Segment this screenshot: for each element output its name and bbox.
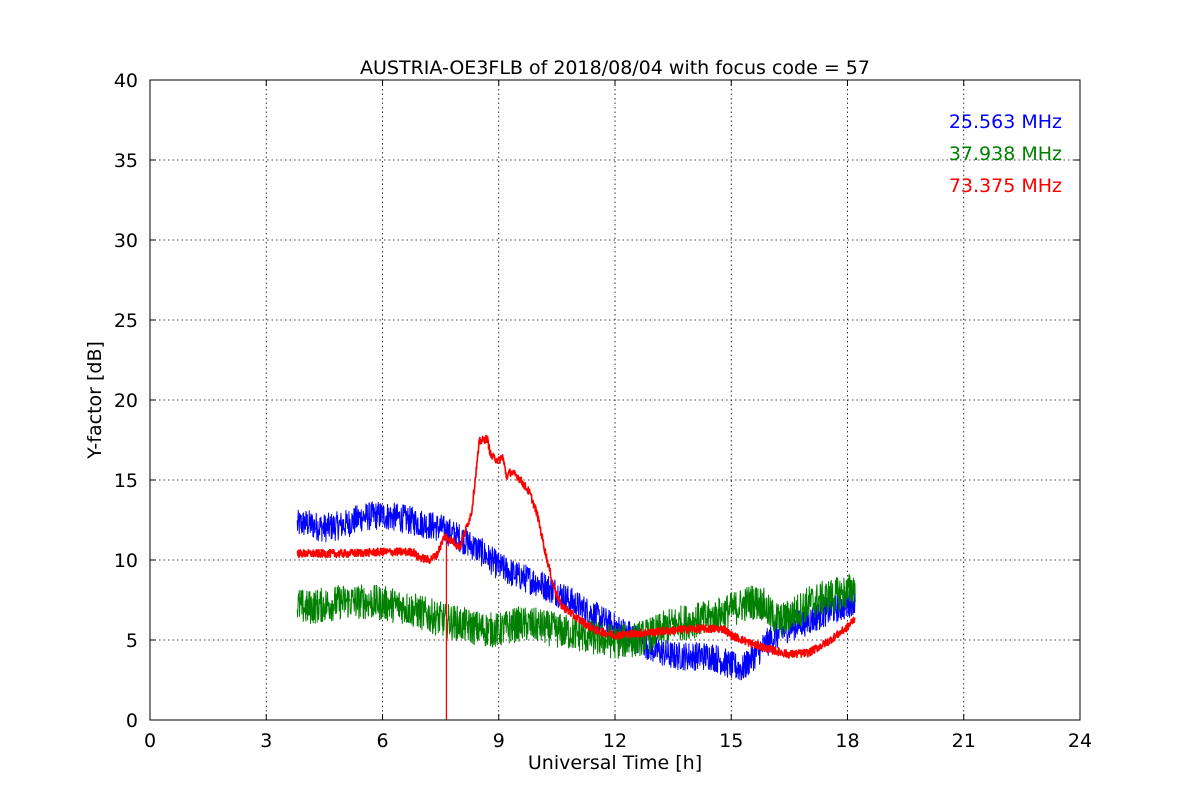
chart-title: AUSTRIA-OE3FLB of 2018/08/04 with focus … (360, 57, 870, 79)
y-tick-label: 10 (114, 550, 138, 572)
y-tick-label: 5 (126, 630, 138, 652)
x-tick-label: 6 (376, 730, 388, 752)
series-line-2 (296, 574, 856, 659)
legend-entry-2: 37.938 MHz (949, 143, 1062, 165)
x-tick-label: 0 (144, 730, 156, 752)
y-tick-label: 0 (126, 710, 138, 732)
x-tick-label: 12 (603, 730, 627, 752)
y-axis-label: Y-factor [dB] (84, 341, 106, 460)
x-tick-label: 3 (260, 730, 272, 752)
y-tick-label: 15 (114, 470, 138, 492)
x-tick-label: 15 (719, 730, 743, 752)
plot-area (296, 434, 856, 720)
y-tick-label: 30 (114, 230, 138, 252)
y-tick-label: 20 (114, 390, 138, 412)
x-tick-label: 18 (835, 730, 859, 752)
y-tick-label: 40 (114, 70, 138, 92)
x-tick-label: 21 (952, 730, 976, 752)
legend: 25.563 MHz 37.938 MHz 73.375 MHz (949, 111, 1062, 197)
x-axis-label: Universal Time [h] (528, 752, 702, 774)
x-tick-label: 24 (1068, 730, 1092, 752)
x-tick-label: 9 (493, 730, 505, 752)
legend-entry-3: 73.375 MHz (949, 175, 1062, 197)
axis-ticks: 0 3 6 9 12 15 18 21 24 0 5 10 15 20 25 30 35 40 (114, 70, 1092, 752)
series-line-3 (296, 434, 856, 659)
y-tick-label: 35 (114, 150, 138, 172)
y-tick-label: 25 (114, 310, 138, 332)
legend-entry-1: 25.563 MHz (949, 111, 1062, 133)
